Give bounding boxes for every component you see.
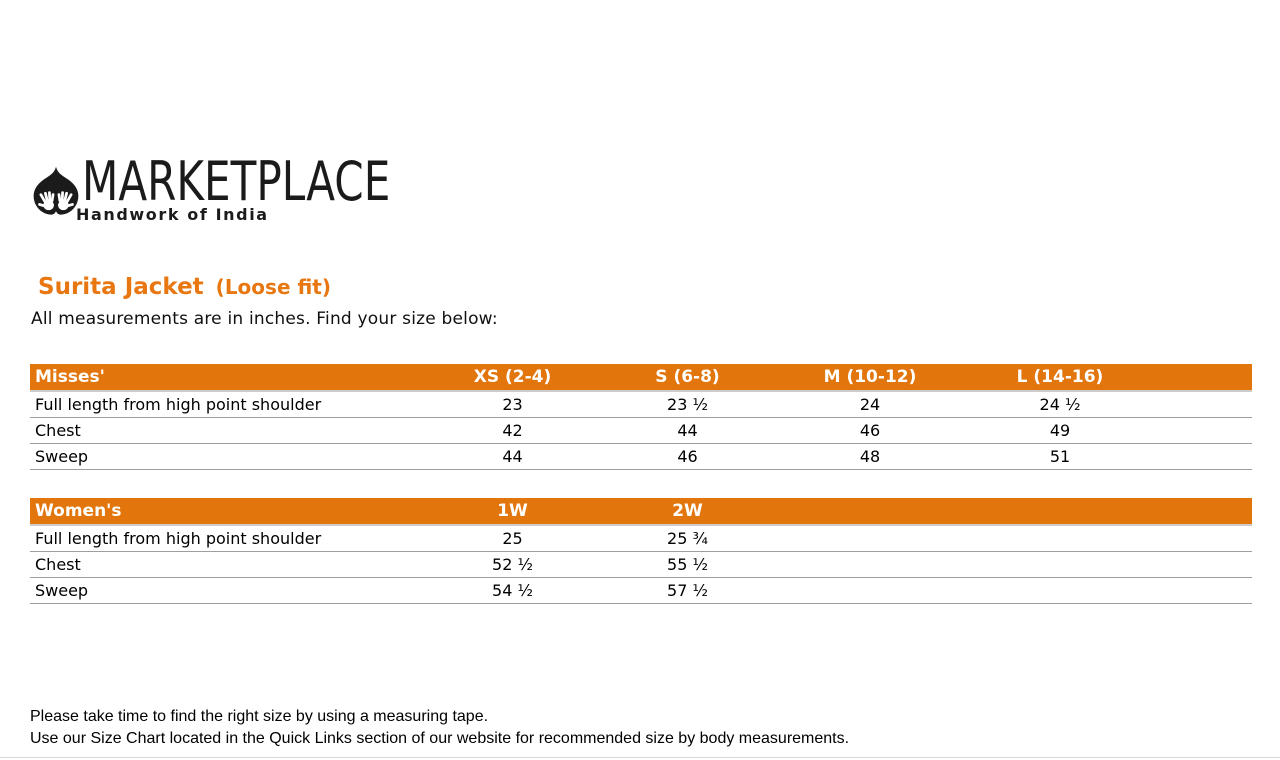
cell-value: 52 ½: [425, 551, 600, 578]
misses-size-table: Misses' XS (2-4) S (6-8) M (10-12) L (14…: [30, 364, 1252, 470]
empty-header-cell: [775, 498, 965, 526]
empty-cell: [1155, 551, 1252, 578]
empty-cell: [1155, 525, 1252, 552]
instruction-line-2: Use our Size Chart located in the Quick …: [30, 729, 850, 747]
size-header-xs: XS (2-4): [425, 364, 600, 392]
cell-value: 54 ½: [425, 577, 600, 604]
row-label: Chest: [30, 551, 425, 578]
cell-value: 44: [425, 443, 600, 470]
group-header-womens: Women's: [30, 498, 425, 526]
sizing-instructions: Please take time to find the right size …: [30, 706, 849, 749]
empty-header-cell: [1155, 498, 1252, 526]
row-label: Sweep: [30, 577, 425, 604]
table-row: Full length from high point shoulder 25 …: [30, 525, 1252, 552]
measurement-note: All measurements are in inches. Find you…: [31, 309, 498, 329]
cell-value: 42: [425, 417, 600, 444]
group-header-misses: Misses': [30, 364, 425, 392]
size-header-l: L (14-16): [965, 364, 1155, 392]
cell-value: 23: [425, 391, 600, 418]
fit-note: (Loose fit): [215, 275, 331, 299]
empty-cell: [1155, 391, 1252, 418]
row-label: Full length from high point shoulder: [30, 391, 425, 418]
brand-tagline: Handwork of India: [76, 205, 269, 224]
cell-value: 57 ½: [600, 577, 775, 604]
size-header-m: M (10-12): [775, 364, 965, 392]
cell-value: 24: [775, 391, 965, 418]
table-row: Chest 42 44 46 49: [30, 417, 1252, 444]
table-row: Sweep 54 ½ 57 ½: [30, 577, 1252, 604]
cell-value: 44: [600, 417, 775, 444]
empty-header-cell: [965, 498, 1155, 526]
cell-value: 51: [965, 443, 1155, 470]
size-header-s: S (6-8): [600, 364, 775, 392]
brand-logo: MARKETPLACE Handwork of India: [32, 154, 452, 232]
row-label: Chest: [30, 417, 425, 444]
product-name: Surita Jacket: [38, 274, 204, 300]
instruction-line-1: Please take time to find the right size …: [30, 708, 489, 725]
empty-header-cell: [1155, 364, 1252, 392]
cell-value: 23 ½: [600, 391, 775, 418]
cell-value: 25 ¾: [600, 525, 775, 552]
table-row: Chest 52 ½ 55 ½: [30, 551, 1252, 578]
size-header-1w: 1W: [425, 498, 600, 526]
misses-header-row: Misses' XS (2-4) S (6-8) M (10-12) L (14…: [30, 364, 1252, 392]
bottom-divider: [0, 757, 1280, 758]
row-label: Full length from high point shoulder: [30, 525, 425, 552]
cell-value: 49: [965, 417, 1155, 444]
cell-value: 46: [775, 417, 965, 444]
empty-cell: [775, 577, 965, 604]
cell-value: 46: [600, 443, 775, 470]
cell-value: 24 ½: [965, 391, 1155, 418]
cell-value: 25: [425, 525, 600, 552]
womens-header-row: Women's 1W 2W: [30, 498, 1252, 526]
womens-size-table: Women's 1W 2W Full length from high poin…: [30, 498, 1252, 604]
size-header-2w: 2W: [600, 498, 775, 526]
table-row: Sweep 44 46 48 51: [30, 443, 1252, 470]
cell-value: 48: [775, 443, 965, 470]
empty-cell: [1155, 443, 1252, 470]
row-label: Sweep: [30, 443, 425, 470]
empty-cell: [775, 551, 965, 578]
empty-cell: [775, 525, 965, 552]
empty-cell: [965, 551, 1155, 578]
leaf-with-hands-icon: [33, 166, 79, 215]
product-title: Surita Jacket (Loose fit): [38, 274, 331, 300]
cell-value: 55 ½: [600, 551, 775, 578]
brand-name: MARKETPLACE: [82, 150, 391, 213]
empty-cell: [1155, 577, 1252, 604]
empty-cell: [965, 525, 1155, 552]
empty-cell: [965, 577, 1155, 604]
empty-cell: [1155, 417, 1252, 444]
table-row: Full length from high point shoulder 23 …: [30, 391, 1252, 418]
